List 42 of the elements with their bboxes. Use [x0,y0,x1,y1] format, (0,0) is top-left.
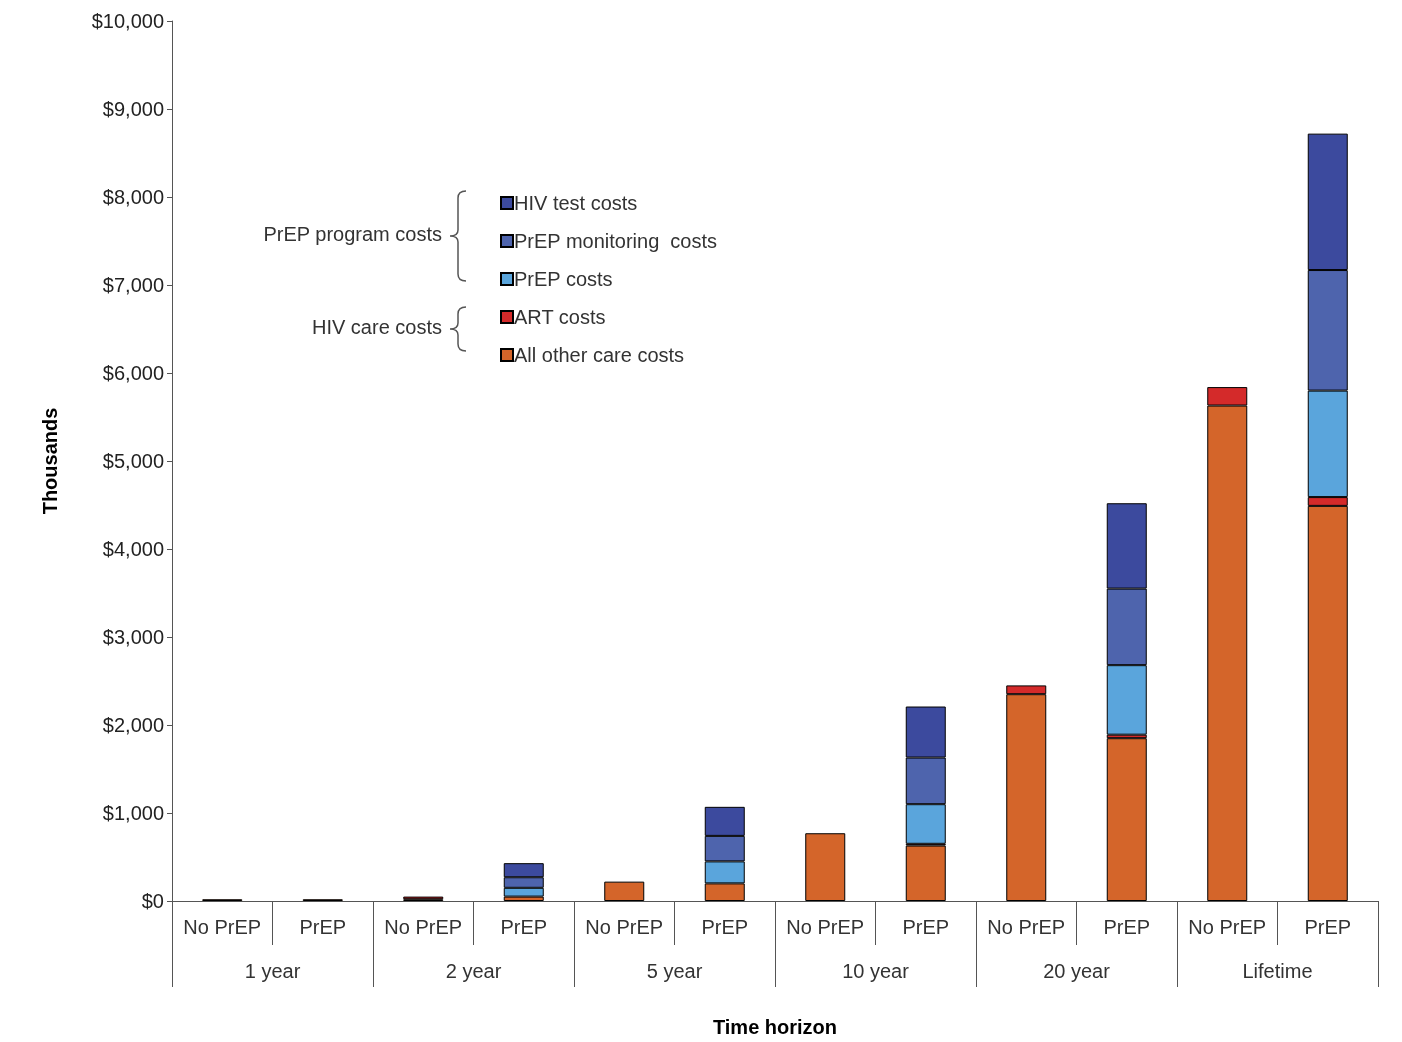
legend-label: HIV test costs [514,192,638,214]
bar [905,845,946,901]
y-axis-title: Thousands [39,407,61,515]
y-tick-label: $0 [141,890,164,912]
y-tick-label: $1,000 [102,802,164,824]
bar [604,881,645,901]
x-tick-label: No PrEP [384,916,463,938]
x-tick-label: PrEP [500,916,548,938]
x-tick-label: PrEP [299,916,347,938]
x-tick-label: PrEP [701,916,749,938]
bar [1106,738,1147,901]
legend-label: ART costs [514,306,606,328]
annotation: HIV care costs [311,316,442,339]
y-tick-label: $10,000 [91,10,164,32]
x-axis-title: Time horizon [712,1016,838,1038]
x-tick-label: PrEP [1304,916,1352,938]
y-tick-label: $5,000 [102,450,164,472]
legend-label: PrEP monitoring costs [514,230,718,252]
legend-label: All other care costs [514,344,685,366]
y-tick-label: $9,000 [102,98,164,120]
x-tick-label: No PrEP [1188,916,1267,938]
x-tick-label: PrEP [1103,916,1151,938]
y-tick-label: $8,000 [102,186,164,208]
text: 20 year [1043,960,1111,982]
x-tick-label: No PrEP [987,916,1066,938]
legend-label: PrEP costs [514,268,613,290]
y-tick-label: $2,000 [102,714,164,736]
x-tick-label: PrEP [902,916,950,938]
bar [805,833,846,901]
text: 2 year [445,960,502,982]
annotation: PrEP program costs [263,223,442,246]
x-tick-label: No PrEP [585,916,664,938]
text: Lifetime [1242,960,1313,982]
y-tick-label: $7,000 [102,274,164,296]
y-tick-label: $4,000 [102,538,164,560]
x-tick-label: No PrEP [183,916,262,938]
y-tick-label: $6,000 [102,362,164,384]
text: 5 year [646,960,703,982]
x-tick-label: No PrEP [786,916,865,938]
text: 1 year [244,960,301,982]
text: 10 year [842,960,910,982]
y-tick-label: $3,000 [102,626,164,648]
